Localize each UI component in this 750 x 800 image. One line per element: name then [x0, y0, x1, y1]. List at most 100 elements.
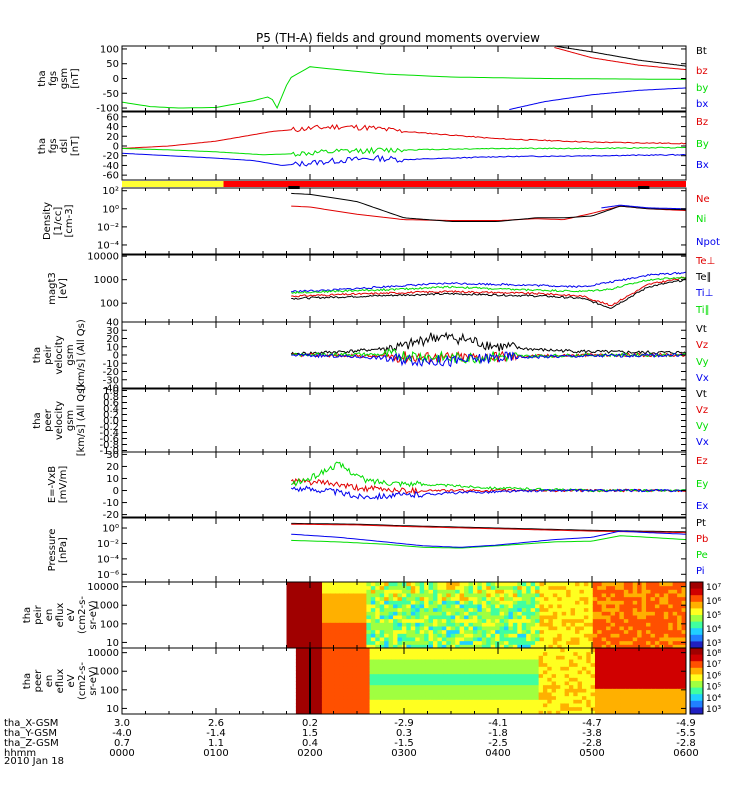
heatmap-cell	[517, 618, 523, 623]
heatmap-cell	[620, 677, 626, 682]
heatmap-cell	[417, 681, 423, 686]
heatmap-cell	[391, 673, 397, 678]
heatmap-cell	[334, 651, 340, 656]
heatmap-cell	[343, 681, 349, 686]
heatmap-cell	[326, 710, 332, 714]
heatmap-cell	[597, 600, 603, 605]
heatmap-cell	[632, 604, 638, 609]
heatmap-cell	[295, 611, 301, 616]
heatmap-cell	[629, 710, 635, 714]
heatmap-cell	[386, 681, 392, 686]
heatmap-cell	[425, 703, 431, 708]
heatmap-cell	[451, 681, 457, 686]
footer-value: 0300	[391, 748, 416, 759]
y-axis-label: [nPa]	[58, 537, 69, 563]
heatmap-cell	[606, 582, 612, 587]
heatmap-cell	[451, 666, 457, 671]
heatmap-cell	[561, 629, 567, 634]
heatmap-cell	[581, 659, 587, 664]
heatmap-cell	[583, 640, 589, 645]
colorbar-label: 10⁶	[706, 597, 721, 607]
heatmap-cell	[561, 604, 567, 609]
colorbar-cell	[690, 638, 703, 641]
heatmap-cell	[295, 677, 301, 682]
heatmap-cell	[521, 677, 527, 682]
heatmap-cell	[415, 589, 421, 594]
heatmap-cell	[548, 596, 554, 601]
heatmap-cell	[586, 677, 592, 682]
heatmap-cell	[438, 684, 444, 689]
heatmap-cell	[607, 710, 613, 714]
heatmap-cell	[568, 648, 574, 653]
heatmap-cell	[434, 710, 440, 714]
legend-entry: Pt	[696, 518, 706, 529]
heatmap-cell	[655, 710, 661, 714]
heatmap-cell	[637, 626, 643, 631]
heatmap-cell	[616, 699, 622, 704]
heatmap-cell	[655, 699, 661, 704]
footer-value: -4.7	[582, 718, 602, 729]
y-tick-label: 1000	[94, 667, 119, 678]
heatmap-cell	[468, 637, 474, 642]
heatmap-cell	[469, 666, 475, 671]
heatmap-cell	[469, 706, 475, 711]
heatmap-cell	[434, 659, 440, 664]
heatmap-cell	[443, 670, 449, 675]
heatmap-cell	[535, 585, 541, 590]
heatmap-cell	[659, 604, 665, 609]
heatmap-cell	[404, 648, 410, 653]
heatmap-cell	[566, 585, 572, 590]
series-line-Pi	[291, 530, 686, 548]
heatmap-cell	[512, 585, 518, 590]
heatmap-cell	[379, 611, 385, 616]
heatmap-cell	[456, 692, 462, 697]
heatmap-cell	[415, 633, 421, 638]
heatmap-cell	[620, 651, 626, 656]
heatmap-cell	[313, 615, 319, 620]
heatmap-cell	[404, 677, 410, 682]
heatmap-cell	[590, 655, 596, 660]
heatmap-cell	[313, 640, 319, 645]
heatmap-cell	[464, 684, 470, 689]
heatmap-cell	[464, 695, 470, 700]
heatmap-cell	[512, 648, 518, 653]
heatmap-cell	[360, 688, 366, 693]
heatmap-cell	[534, 703, 540, 708]
heatmap-cell	[415, 585, 421, 590]
heatmap-cell	[384, 596, 390, 601]
heatmap-cell	[344, 618, 350, 623]
heatmap-cell	[361, 644, 367, 648]
heatmap-cell	[437, 615, 443, 620]
heatmap-cell	[456, 673, 462, 678]
heatmap-cell	[581, 648, 587, 653]
heatmap-cell	[344, 622, 350, 627]
heatmap-cell	[625, 666, 631, 671]
heatmap-cell	[499, 622, 505, 627]
heatmap-cell	[356, 684, 362, 689]
heatmap-cell	[619, 622, 625, 627]
heatmap-cell	[672, 681, 678, 686]
heatmap-cell	[672, 618, 678, 623]
heatmap-cell	[590, 681, 596, 686]
heatmap-cell	[468, 633, 474, 638]
heatmap-cell	[410, 626, 416, 631]
heatmap-cell	[659, 585, 665, 590]
heatmap-cell	[597, 637, 603, 642]
heatmap-cell	[560, 662, 566, 667]
heatmap-cell	[425, 677, 431, 682]
heatmap-cell	[566, 604, 572, 609]
heatmap-cell	[646, 604, 651, 609]
heatmap-cell	[401, 629, 407, 634]
heatmap-cell	[437, 596, 443, 601]
y-tick-label: 20	[106, 462, 119, 473]
heatmap-cell	[568, 651, 574, 656]
heatmap-cell	[353, 626, 359, 631]
heatmap-cell	[659, 589, 665, 594]
heatmap-cell	[347, 662, 353, 667]
heatmap-cell	[499, 611, 505, 616]
heatmap-cell	[542, 673, 548, 678]
heatmap-cell	[594, 703, 600, 708]
heatmap-cell	[373, 710, 379, 714]
heatmap-cell	[443, 684, 449, 689]
